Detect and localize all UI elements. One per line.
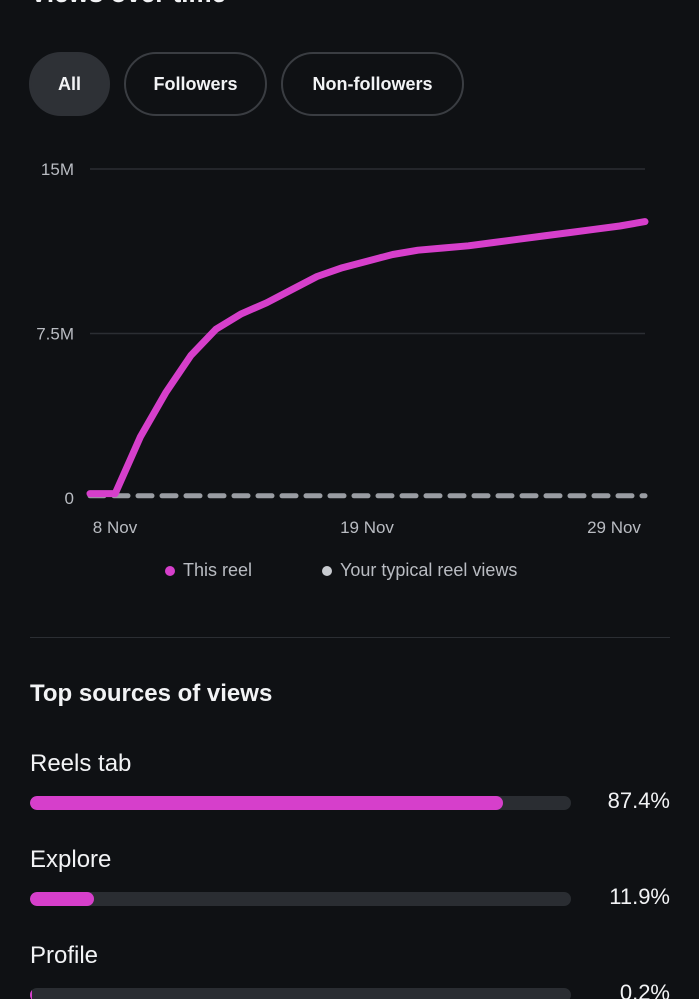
chart-legend: This reel Your typical reel views — [0, 560, 699, 584]
filter-non-followers-chip[interactable]: Non-followers — [281, 52, 464, 116]
source-bar-track — [30, 796, 571, 810]
x-tick-label: 19 Nov — [340, 518, 394, 537]
source-bar-fill — [30, 988, 33, 999]
source-label: Profile — [30, 942, 99, 969]
top-sources-title: Top sources of views — [30, 680, 273, 707]
legend-label-typical: Your typical reel views — [340, 560, 518, 580]
section-divider — [30, 637, 670, 638]
y-tick-label: 0 — [65, 489, 74, 508]
filter-followers-chip[interactable]: Followers — [124, 52, 267, 116]
source-bar-track — [30, 988, 571, 999]
source-label: Reels tab — [30, 750, 132, 777]
legend-dot-this-reel — [165, 565, 175, 576]
legend-item-typical: Your typical reel views — [322, 560, 517, 581]
source-percent-value: 11.9% — [609, 884, 670, 909]
views-chart-svg: 0 7.5M 15M 8 Nov 19 Nov 29 Nov — [36, 160, 649, 537]
source-label: Explore — [30, 846, 112, 873]
source-row: Reels tab 87.4% — [30, 750, 670, 820]
views-over-time-chart: 0 7.5M 15M 8 Nov 19 Nov 29 Nov — [0, 140, 699, 600]
source-percent-value: 87.4% — [607, 788, 670, 813]
legend-dot-typical — [322, 565, 332, 576]
x-tick-label: 8 Nov — [93, 518, 138, 537]
y-tick-label: 7.5M — [36, 325, 74, 344]
legend-item-this-reel: This reel — [165, 560, 252, 581]
filter-all-chip[interactable]: All — [29, 52, 110, 116]
source-bar-track — [30, 892, 571, 906]
y-tick-label: 15M — [41, 160, 74, 179]
x-tick-label: 29 Nov — [587, 518, 641, 537]
source-percent-value: 0.2% — [619, 980, 670, 999]
source-bar-fill — [30, 796, 503, 810]
source-bar-fill — [30, 892, 95, 906]
section-title-views-over-time: Views over time — [30, 0, 226, 9]
source-row: Profile 0.2% — [30, 942, 670, 999]
legend-label-this-reel: This reel — [183, 560, 253, 580]
source-row: Explore 11.9% — [30, 846, 670, 916]
series-line-this-reel — [86, 218, 649, 498]
audience-filter-chips: All Followers Non-followers — [29, 52, 464, 116]
